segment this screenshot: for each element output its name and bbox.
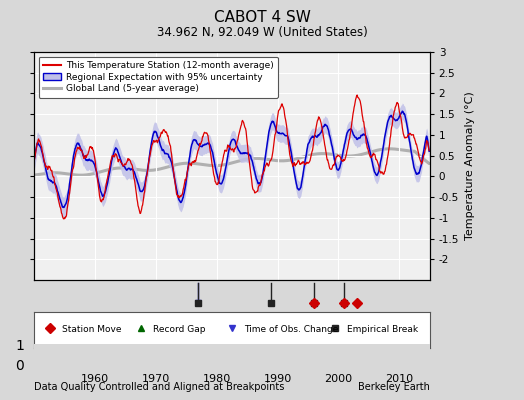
Text: Empirical Break: Empirical Break [346,326,418,334]
Text: Data Quality Controlled and Aligned at Breakpoints: Data Quality Controlled and Aligned at B… [34,382,285,392]
Legend: This Temperature Station (12-month average), Regional Expectation with 95% uncer: This Temperature Station (12-month avera… [39,56,278,98]
Text: 34.962 N, 92.049 W (United States): 34.962 N, 92.049 W (United States) [157,26,367,39]
Text: Time of Obs. Change: Time of Obs. Change [244,326,338,334]
Y-axis label: Temperature Anomaly (°C): Temperature Anomaly (°C) [465,92,475,240]
Text: Berkeley Earth: Berkeley Earth [358,382,430,392]
Text: Record Gap: Record Gap [153,326,205,334]
Text: Station Move: Station Move [62,326,121,334]
Text: CABOT 4 SW: CABOT 4 SW [214,10,310,25]
